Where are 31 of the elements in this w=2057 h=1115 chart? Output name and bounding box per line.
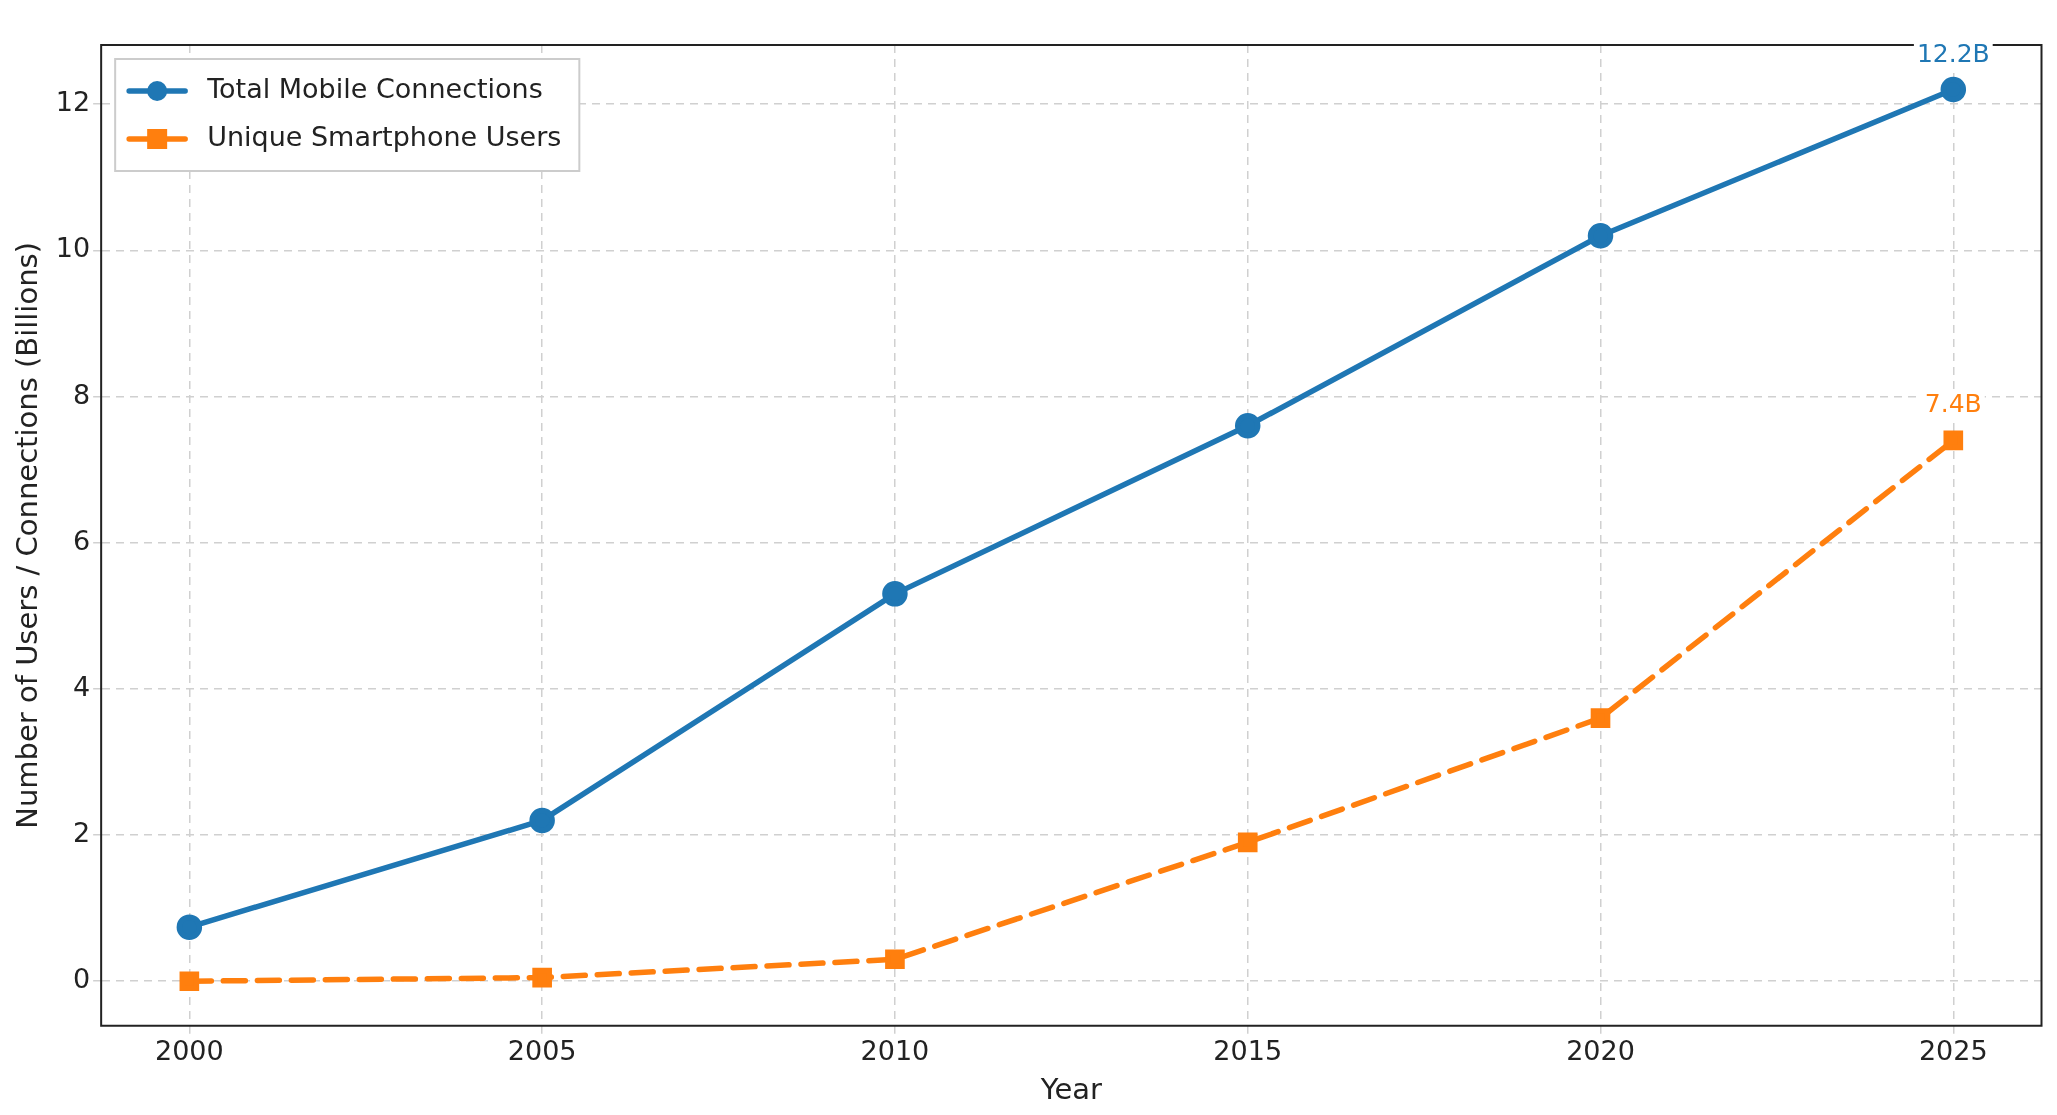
point xyxy=(1940,76,1967,103)
point xyxy=(179,971,200,992)
y-tick-label: 4 xyxy=(72,670,91,702)
point xyxy=(882,581,908,607)
annotation: 12.2B xyxy=(1916,38,1990,68)
point xyxy=(176,914,203,940)
x-tick-label: 2020 xyxy=(1566,1035,1635,1067)
y-tick-label: 6 xyxy=(72,524,91,556)
point xyxy=(1590,708,1611,728)
point xyxy=(532,967,552,988)
x-tick-label: 2015 xyxy=(1213,1035,1283,1067)
point xyxy=(529,807,555,834)
x-tick-label: 2005 xyxy=(507,1035,577,1067)
legend-label: Total Mobile Connections xyxy=(206,73,543,105)
legend-label: Unique Smartphone Users xyxy=(207,121,562,153)
y-tick-label: 10 xyxy=(55,232,91,264)
point xyxy=(1943,430,1964,451)
x-tick-label: 2025 xyxy=(1918,1035,1988,1067)
x-tick-label: 2010 xyxy=(860,1035,930,1067)
point xyxy=(1237,832,1258,853)
y-tick-label: 8 xyxy=(72,378,91,410)
point xyxy=(1234,413,1261,439)
y-tick-label: 12 xyxy=(55,86,91,118)
y-axis-title: Number of Users / Connections (Billions) xyxy=(9,242,44,829)
y-tick-label: 0 xyxy=(72,963,91,995)
y-tick-label: 2 xyxy=(72,817,91,849)
x-axis-title: Year xyxy=(1039,1072,1103,1107)
point xyxy=(1587,223,1614,249)
point xyxy=(885,949,905,970)
x-tick-label: 2000 xyxy=(154,1035,224,1067)
annotation: 7.4B xyxy=(1924,389,1982,419)
